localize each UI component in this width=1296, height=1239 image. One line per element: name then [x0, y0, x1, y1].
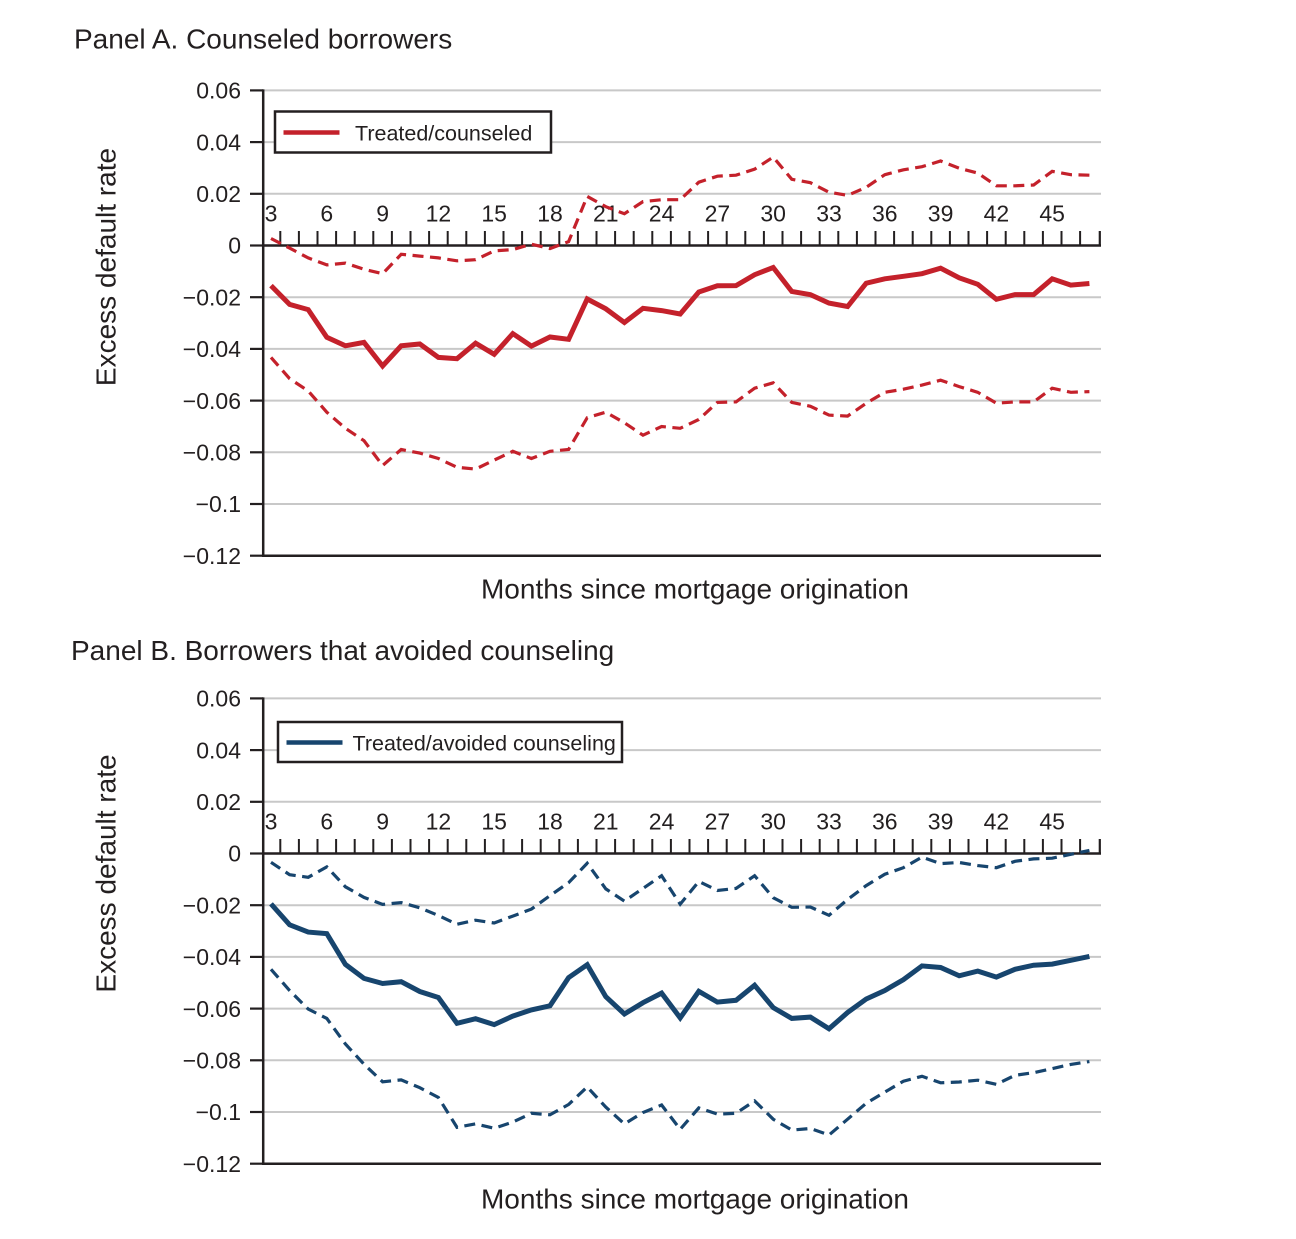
- svg-text:Panel B. Borrowers that avoide: Panel B. Borrowers that avoided counseli…: [71, 635, 614, 666]
- svg-text:9: 9: [376, 809, 389, 835]
- svg-text:42: 42: [984, 809, 1010, 835]
- svg-text:−0.02: −0.02: [183, 284, 241, 310]
- svg-text:−0.02: −0.02: [183, 892, 241, 918]
- svg-text:45: 45: [1039, 201, 1065, 227]
- svg-text:30: 30: [760, 201, 786, 227]
- svg-text:3: 3: [265, 809, 278, 835]
- svg-text:15: 15: [481, 201, 507, 227]
- svg-text:6: 6: [320, 809, 333, 835]
- svg-text:0.02: 0.02: [196, 789, 241, 815]
- svg-text:−0.06: −0.06: [183, 388, 241, 414]
- svg-text:9: 9: [376, 201, 389, 227]
- svg-text:21: 21: [593, 201, 619, 227]
- svg-text:−0.08: −0.08: [183, 440, 241, 466]
- svg-text:−0.04: −0.04: [183, 336, 241, 362]
- svg-text:0.04: 0.04: [196, 737, 241, 763]
- svg-text:Excess default rate: Excess default rate: [91, 148, 122, 386]
- svg-text:21: 21: [593, 809, 619, 835]
- svg-text:45: 45: [1039, 809, 1065, 835]
- svg-text:Months since mortgage originat: Months since mortgage origination: [481, 1184, 909, 1215]
- svg-text:0: 0: [228, 233, 241, 259]
- svg-text:12: 12: [426, 809, 452, 835]
- svg-text:27: 27: [705, 201, 731, 227]
- svg-text:33: 33: [816, 809, 842, 835]
- svg-text:24: 24: [649, 201, 675, 227]
- svg-text:−0.12: −0.12: [183, 543, 241, 569]
- svg-text:0: 0: [228, 841, 241, 867]
- svg-text:Treated/counseled: Treated/counseled: [355, 122, 532, 146]
- svg-text:3: 3: [265, 201, 278, 227]
- svg-text:−0.06: −0.06: [183, 996, 241, 1022]
- svg-text:0.04: 0.04: [196, 129, 241, 155]
- svg-text:−0.1: −0.1: [196, 1099, 241, 1125]
- svg-text:0.06: 0.06: [196, 686, 241, 712]
- svg-text:36: 36: [872, 201, 898, 227]
- svg-text:36: 36: [872, 809, 898, 835]
- svg-text:Months since mortgage originat: Months since mortgage origination: [481, 574, 909, 605]
- svg-text:−0.12: −0.12: [183, 1151, 241, 1177]
- svg-text:39: 39: [928, 201, 954, 227]
- svg-text:39: 39: [928, 809, 954, 835]
- svg-text:−0.08: −0.08: [183, 1048, 241, 1074]
- svg-text:18: 18: [537, 201, 563, 227]
- svg-text:0.06: 0.06: [196, 78, 241, 104]
- svg-text:33: 33: [816, 201, 842, 227]
- svg-text:18: 18: [537, 809, 563, 835]
- svg-text:0.02: 0.02: [196, 181, 241, 207]
- svg-text:Treated/avoided counseling: Treated/avoided counseling: [353, 732, 616, 756]
- svg-text:27: 27: [705, 809, 731, 835]
- svg-text:6: 6: [320, 201, 333, 227]
- svg-text:12: 12: [426, 201, 452, 227]
- svg-text:−0.1: −0.1: [196, 491, 241, 517]
- svg-text:24: 24: [649, 809, 675, 835]
- svg-text:−0.04: −0.04: [183, 944, 241, 970]
- svg-text:Excess default rate: Excess default rate: [91, 754, 122, 992]
- svg-text:42: 42: [984, 201, 1010, 227]
- svg-text:30: 30: [760, 809, 786, 835]
- svg-text:15: 15: [481, 809, 507, 835]
- svg-text:Panel A. Counseled borrowers: Panel A. Counseled borrowers: [74, 24, 452, 55]
